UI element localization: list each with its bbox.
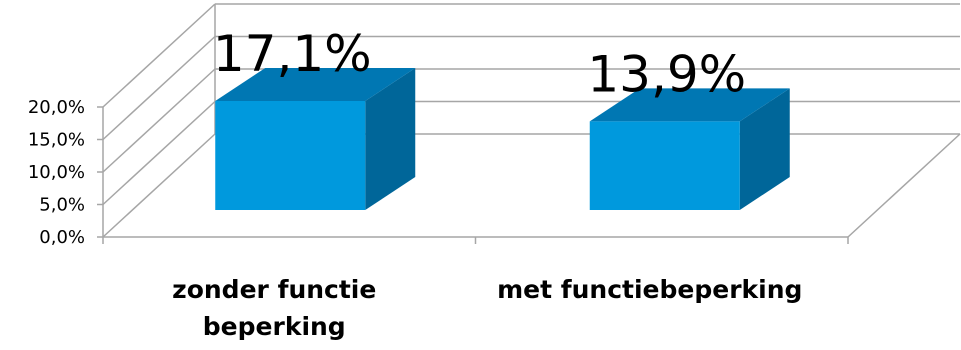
side-wall-gridline: [102, 68, 216, 173]
y-axis-ticks: 0,0% 5,0% 10,0% 15,0% 20,0%: [28, 97, 85, 248]
bar-side-face: [365, 68, 416, 210]
y-tick-label: 5,0%: [39, 195, 85, 216]
data-label: 17,1%: [213, 25, 372, 83]
bar-side-face: [739, 88, 790, 210]
floor-edge: [847, 133, 961, 238]
y-tick-label: 0,0%: [39, 227, 85, 248]
y-tick-label: 15,0%: [28, 130, 85, 151]
bar-top-face: [215, 68, 416, 101]
data-label: 13,9%: [587, 45, 746, 103]
side-wall-gridline: [102, 100, 216, 206]
y-tick-label: 20,0%: [28, 97, 85, 118]
bar: [215, 68, 416, 210]
side-wall-gridline: [102, 3, 216, 108]
bar: [589, 88, 790, 210]
side-wall-gridline: [102, 35, 216, 141]
bars: 17,1% 13,9%: [213, 25, 790, 210]
y-tick-label: 10,0%: [28, 162, 85, 183]
category-label: zonder functie beperking: [172, 275, 376, 341]
bar-front-face: [589, 121, 740, 210]
category-label: met functiebeperking: [497, 275, 802, 304]
bar-front-face: [215, 101, 366, 210]
category-labels: zonder functie beperking met functiebeperk…: [172, 275, 802, 341]
side-wall-gridline: [102, 133, 216, 238]
bar-top-face: [589, 88, 790, 122]
